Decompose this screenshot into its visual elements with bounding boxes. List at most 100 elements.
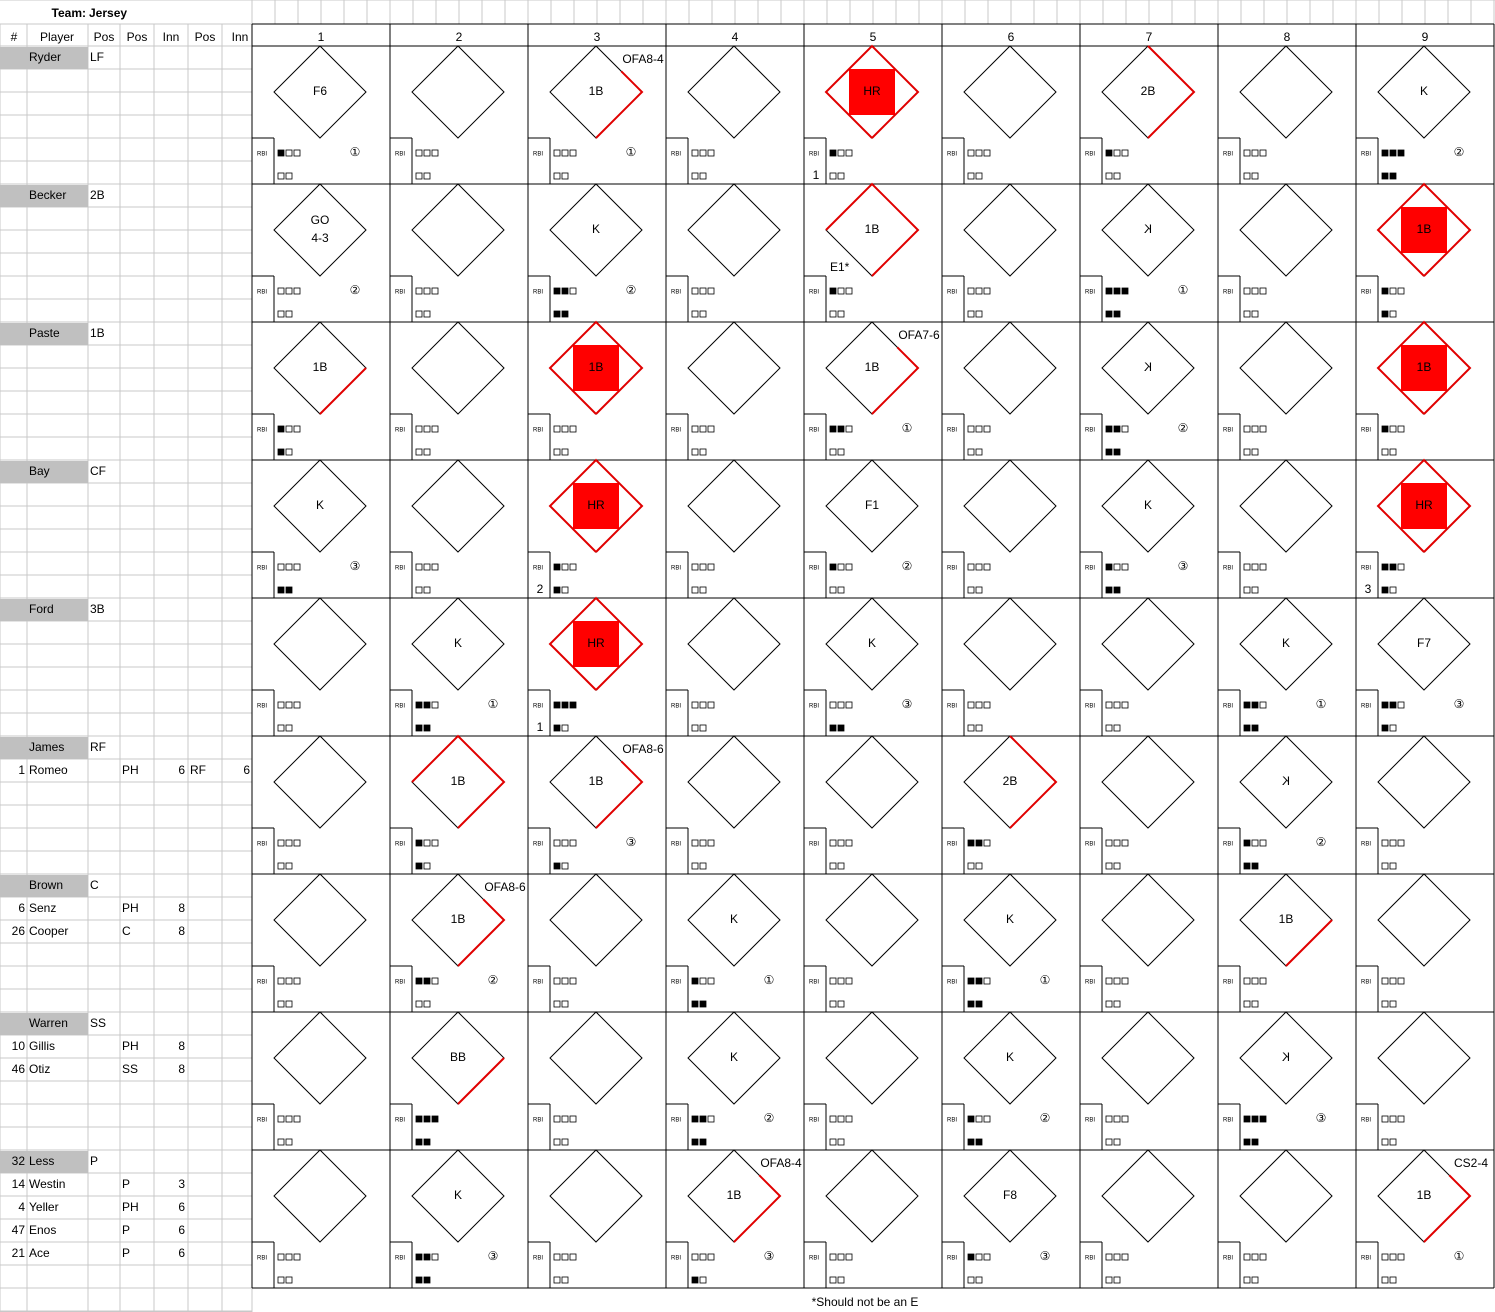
ball-box — [1381, 149, 1389, 157]
ball-box — [699, 1115, 707, 1123]
base-path — [411, 734, 506, 829]
ball-box — [561, 839, 569, 847]
ball-box — [1251, 1115, 1259, 1123]
player-position: LF — [90, 50, 104, 64]
ball-box — [415, 977, 423, 985]
ball-box — [1397, 839, 1405, 847]
ball-box — [293, 563, 301, 571]
strike-box — [691, 586, 699, 594]
ball-box — [691, 977, 699, 985]
rbi-label: RBI — [257, 428, 267, 434]
rbi-label: RBI — [257, 290, 267, 296]
ball-box — [1113, 701, 1121, 709]
ball-box — [277, 287, 285, 295]
diamond — [963, 459, 1057, 553]
ball-box — [569, 701, 577, 709]
player-number: 1 — [18, 763, 25, 777]
play-result: 1B — [1279, 912, 1294, 926]
out-number: ② — [1454, 145, 1465, 159]
strike-box — [1381, 1138, 1389, 1146]
diamond — [825, 735, 919, 829]
ball-box — [691, 149, 699, 157]
rbi-label: RBI — [947, 842, 957, 848]
ball-box — [967, 701, 975, 709]
strike-box — [1243, 724, 1251, 732]
player-position: 3B — [90, 602, 105, 616]
strike-box — [691, 1000, 699, 1008]
ball-box — [707, 1115, 715, 1123]
ball-box — [277, 563, 285, 571]
ball-box — [285, 701, 293, 709]
strike-box — [1243, 862, 1251, 870]
strike-box — [285, 586, 293, 594]
rbi-label: RBI — [671, 152, 681, 158]
ball-box — [829, 977, 837, 985]
strike-box — [1105, 448, 1113, 456]
diamond — [1239, 183, 1333, 277]
rbi-label: RBI — [395, 152, 405, 158]
strike-box — [829, 862, 837, 870]
out-number: ② — [1316, 835, 1327, 849]
diamond — [825, 459, 919, 553]
rbi-label: RBI — [1361, 1118, 1371, 1124]
rbi-label: RBI — [533, 566, 543, 572]
strike-box — [277, 724, 285, 732]
starter-highlight — [0, 185, 88, 207]
ball-box — [691, 563, 699, 571]
ball-box — [707, 149, 715, 157]
rbi-label: RBI — [533, 428, 543, 434]
ball-box — [569, 563, 577, 571]
player-position: C — [90, 878, 99, 892]
strike-box — [699, 310, 707, 318]
ball-box — [1113, 425, 1121, 433]
rbi-count: 1 — [813, 168, 820, 182]
strike-box — [975, 724, 983, 732]
strike-box — [1251, 448, 1259, 456]
diamond — [273, 459, 367, 553]
rbi-label: RBI — [671, 290, 681, 296]
strike-box — [285, 310, 293, 318]
play-note: OFA7-6 — [898, 328, 940, 342]
strike-box — [829, 1000, 837, 1008]
ball-box — [285, 287, 293, 295]
ball-box — [277, 425, 285, 433]
ball-box — [1397, 1115, 1405, 1123]
ball-box — [423, 149, 431, 157]
out-number: ① — [350, 145, 361, 159]
strike-box — [277, 1000, 285, 1008]
run-scored — [573, 483, 619, 529]
play-result: 1B — [451, 912, 466, 926]
diamond — [687, 459, 781, 553]
ball-box — [829, 701, 837, 709]
rbi-label: RBI — [1085, 980, 1095, 986]
rbi-label: RBI — [533, 1256, 543, 1262]
ball-box — [1389, 1115, 1397, 1123]
diamond — [963, 45, 1057, 139]
ball-box — [569, 1115, 577, 1123]
strike-box — [277, 310, 285, 318]
team-name: Jersey — [89, 6, 127, 20]
ball-box — [975, 149, 983, 157]
strike-box — [1243, 1276, 1251, 1284]
ball-box — [975, 1253, 983, 1261]
diamond — [1101, 873, 1195, 967]
ball-box — [1121, 563, 1129, 571]
ball-box — [1121, 839, 1129, 847]
diamond — [549, 1011, 643, 1105]
strike-box — [1381, 448, 1389, 456]
diamond — [273, 45, 367, 139]
out-number: ② — [764, 1111, 775, 1125]
rbi-label: RBI — [947, 980, 957, 986]
play-result: 1B — [1417, 360, 1432, 374]
out-number: ③ — [1316, 1111, 1327, 1125]
strike-box — [1113, 172, 1121, 180]
diamond — [1101, 597, 1195, 691]
diamond — [1101, 1011, 1195, 1105]
diamond — [687, 1011, 781, 1105]
play-result: HR — [587, 498, 605, 512]
base-path — [1009, 735, 1058, 829]
diamond — [1239, 459, 1333, 553]
ball-box — [975, 425, 983, 433]
diamond — [1101, 183, 1195, 277]
ball-box — [553, 977, 561, 985]
